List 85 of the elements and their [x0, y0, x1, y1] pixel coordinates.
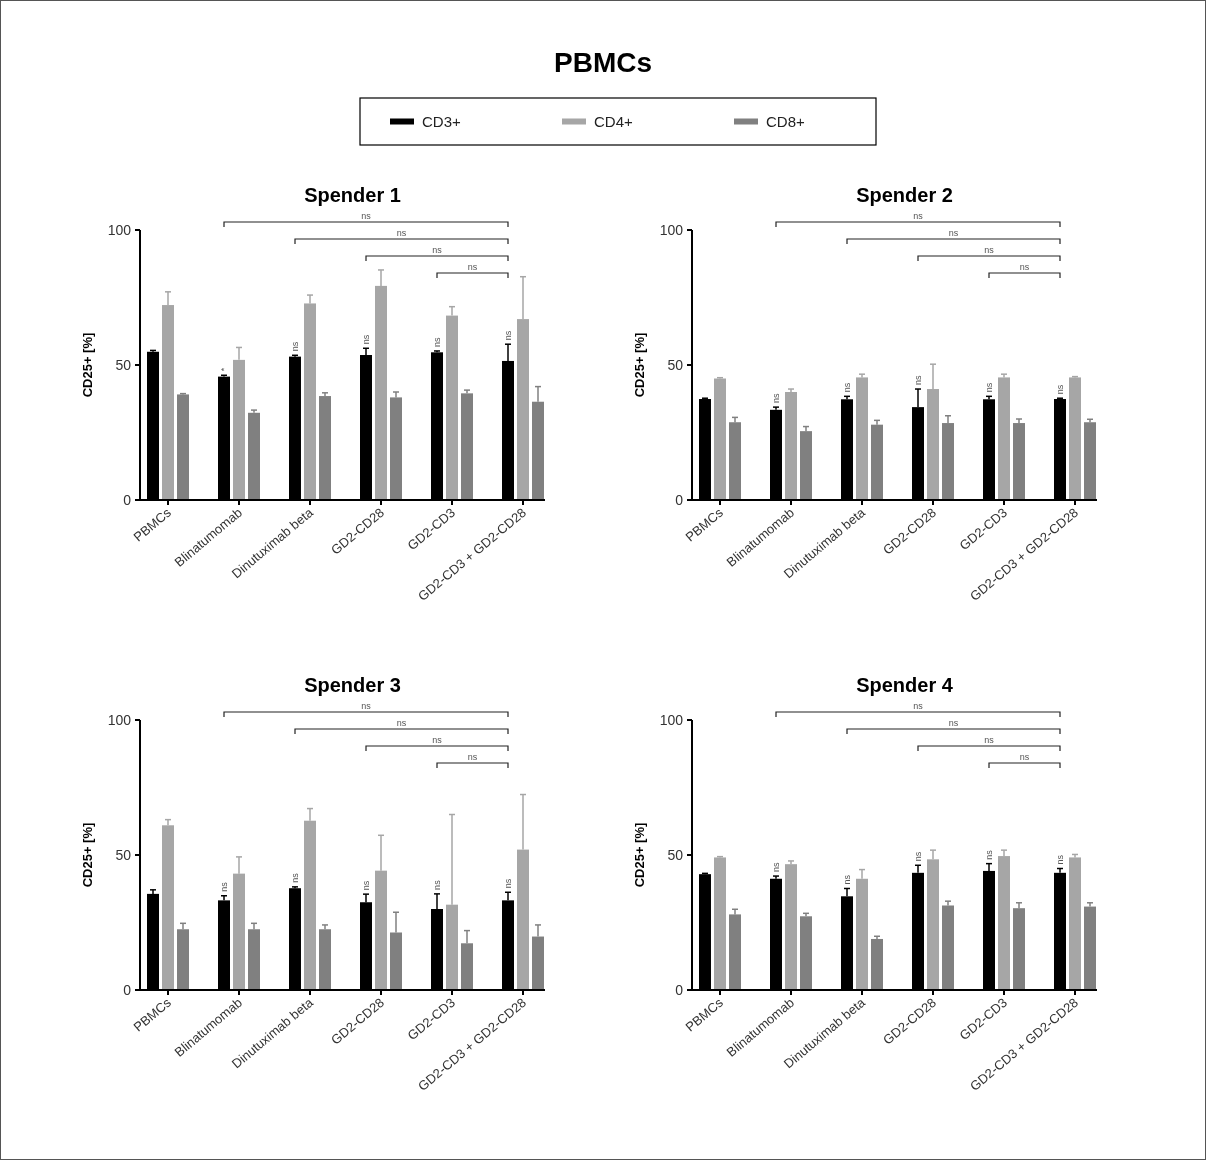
bar [1084, 422, 1096, 500]
y-tick-label: 0 [123, 492, 132, 508]
bar [1013, 423, 1025, 500]
chart-title: Spender 3 [304, 674, 401, 696]
bar [177, 394, 189, 500]
data-label: ns [503, 878, 513, 889]
data-label: ns [219, 881, 229, 892]
bar [785, 864, 797, 990]
chart-title: Spender 4 [856, 674, 954, 696]
text: ns [361, 701, 372, 711]
y-tick-label: 0 [675, 982, 684, 998]
text: ns [361, 211, 372, 221]
legend-label: CD8+ [766, 112, 806, 130]
data-label: ns [842, 874, 852, 885]
text: ns [913, 701, 924, 711]
legend-label: CD3+ [422, 112, 462, 130]
y-tick-label: 0 [123, 982, 132, 998]
annotation: ns [984, 245, 995, 255]
bar [871, 938, 883, 990]
bar [856, 377, 868, 500]
y-axis-title: CD25+ [%] [80, 822, 95, 888]
y-tick-label: 0 [675, 492, 684, 508]
data-label: ns [842, 382, 852, 393]
data-label: ns [1055, 384, 1065, 395]
bar [1069, 377, 1081, 500]
bar [871, 424, 883, 500]
bar [1069, 857, 1081, 990]
data-label: ns [984, 849, 994, 860]
bar [461, 393, 473, 500]
bar [800, 916, 812, 990]
data-label: ns [984, 382, 994, 393]
bar [1013, 908, 1025, 990]
bar [785, 392, 797, 500]
y-axis-title: CD25+ [%] [632, 332, 647, 398]
data-label: ns [290, 872, 300, 883]
data-label: ns [913, 375, 923, 386]
data-label: ns [361, 334, 371, 345]
y-tick-label: 50 [667, 357, 684, 373]
y-tick-label: 50 [115, 357, 132, 373]
annotation: ns [432, 245, 443, 255]
annotation: ns [467, 752, 478, 762]
y-tick-label: 100 [659, 712, 684, 728]
text: ns [913, 211, 924, 221]
bar [714, 378, 726, 500]
bar [998, 377, 1010, 500]
y-tick-label: 100 [107, 222, 132, 238]
annotation: ns [948, 718, 959, 728]
data-label: ns [771, 393, 781, 404]
annotation: ns [948, 228, 959, 238]
text: PBMCs [553, 47, 653, 78]
annotation: ns [396, 718, 407, 728]
bar [319, 929, 331, 990]
data-label: ns [432, 879, 442, 890]
bar [1084, 906, 1096, 990]
annotation: ns [1019, 262, 1030, 272]
annotation: ns [467, 262, 478, 272]
data-label: ns [290, 341, 300, 352]
bar [729, 914, 741, 990]
bar [729, 422, 741, 500]
y-tick-label: 50 [115, 847, 132, 863]
bar [942, 905, 954, 990]
chart-title: Spender 1 [304, 184, 401, 206]
bar [714, 857, 726, 990]
annotation: ns [1019, 752, 1030, 762]
legend-label: CD4+ [594, 112, 634, 130]
chart-title: Spender 2 [856, 184, 953, 206]
y-tick-label: 100 [659, 222, 684, 238]
y-axis-title: CD25+ [%] [80, 332, 95, 398]
y-axis-title: CD25+ [%] [632, 822, 647, 888]
data-label: * [219, 367, 229, 372]
annotation: ns [432, 735, 443, 745]
annotation: ns [984, 735, 995, 745]
bar [248, 412, 260, 500]
y-tick-label: 100 [107, 712, 132, 728]
bar [319, 396, 331, 500]
bar [390, 397, 402, 500]
data-label: ns [1055, 854, 1065, 865]
data-label: ns [503, 330, 513, 341]
y-tick-label: 50 [667, 847, 684, 863]
data-label: ns [432, 336, 442, 347]
data-label: ns [913, 851, 923, 862]
data-label: ns [771, 862, 781, 873]
annotation: ns [396, 228, 407, 238]
data-label: ns [361, 880, 371, 891]
bar [800, 431, 812, 500]
